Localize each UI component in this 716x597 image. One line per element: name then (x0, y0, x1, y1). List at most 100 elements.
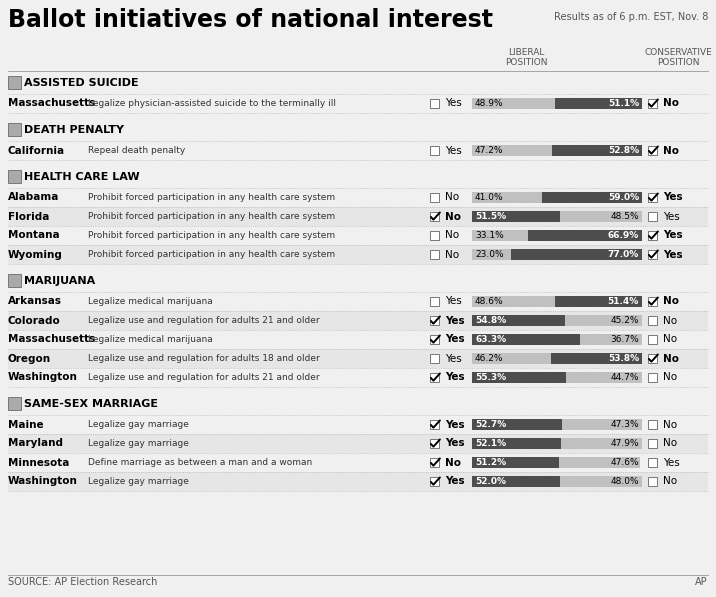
Text: Yes: Yes (663, 211, 679, 221)
Text: No: No (663, 334, 677, 344)
Text: 51.4%: 51.4% (608, 297, 639, 306)
Text: Yes: Yes (663, 457, 679, 467)
Bar (648, 231, 657, 240)
Text: Yes: Yes (445, 315, 465, 325)
Text: Wyoming: Wyoming (8, 250, 63, 260)
Bar (430, 316, 439, 325)
Text: 54.8%: 54.8% (475, 316, 506, 325)
Bar (555, 296, 642, 307)
Bar (472, 192, 542, 203)
Text: No: No (663, 99, 679, 109)
Text: 52.7%: 52.7% (475, 420, 506, 429)
Text: No: No (663, 315, 677, 325)
Text: 51.2%: 51.2% (475, 458, 506, 467)
Text: 47.2%: 47.2% (475, 146, 503, 155)
Text: 48.9%: 48.9% (475, 99, 503, 108)
Bar (472, 419, 561, 430)
Text: California: California (8, 146, 65, 155)
Text: LIBERAL
POSITION: LIBERAL POSITION (505, 48, 547, 67)
Text: SAME-SEX MARRIAGE: SAME-SEX MARRIAGE (24, 399, 158, 409)
Text: 51.1%: 51.1% (608, 99, 639, 108)
Bar (430, 231, 439, 240)
Text: Alabama: Alabama (8, 192, 59, 202)
Text: 48.5%: 48.5% (610, 212, 639, 221)
Bar (430, 354, 439, 363)
Text: Maryland: Maryland (8, 439, 63, 448)
Bar (8, 170, 21, 183)
Bar (648, 439, 657, 448)
Bar (8, 245, 708, 264)
Text: Massachusetts: Massachusetts (8, 99, 95, 109)
Text: Yes: Yes (445, 373, 465, 383)
Bar (555, 98, 642, 109)
Text: Yes: Yes (445, 297, 462, 306)
Text: Prohibit forced participation in any health care system: Prohibit forced participation in any hea… (88, 193, 335, 202)
Text: 51.5%: 51.5% (475, 212, 506, 221)
Bar (430, 250, 439, 259)
Text: No: No (663, 297, 679, 306)
Text: 53.8%: 53.8% (608, 354, 639, 363)
Bar (472, 476, 561, 487)
Text: Prohibit forced participation in any health care system: Prohibit forced participation in any hea… (88, 212, 335, 221)
Text: No: No (445, 457, 461, 467)
Text: No: No (663, 439, 677, 448)
Text: Legalize medical marijuana: Legalize medical marijuana (88, 297, 213, 306)
Bar (648, 297, 657, 306)
Text: Maine: Maine (8, 420, 44, 429)
Text: Define marriage as between a man and a woman: Define marriage as between a man and a w… (88, 458, 312, 467)
Text: No: No (445, 192, 459, 202)
Text: 52.8%: 52.8% (608, 146, 639, 155)
Text: Florida: Florida (8, 211, 49, 221)
Text: Results as of 6 p.m. EST, Nov. 8: Results as of 6 p.m. EST, Nov. 8 (553, 12, 708, 22)
Text: Washington: Washington (8, 373, 78, 383)
Text: Legalize gay marriage: Legalize gay marriage (88, 420, 189, 429)
Bar (430, 420, 439, 429)
Bar (648, 99, 657, 108)
Bar (430, 297, 439, 306)
Text: Legalize use and regulation for adults 21 and older: Legalize use and regulation for adults 2… (88, 373, 319, 382)
Bar (552, 145, 642, 156)
Text: Yes: Yes (663, 250, 682, 260)
Text: Prohibit forced participation in any health care system: Prohibit forced participation in any hea… (88, 231, 335, 240)
Bar (430, 146, 439, 155)
Bar (472, 296, 555, 307)
Text: Arkansas: Arkansas (8, 297, 62, 306)
Bar (580, 334, 642, 345)
Text: Yes: Yes (445, 146, 462, 155)
Bar (648, 354, 657, 363)
Bar (8, 434, 708, 453)
Bar (472, 315, 565, 326)
Text: 45.2%: 45.2% (611, 316, 639, 325)
Text: 46.2%: 46.2% (475, 354, 503, 363)
Bar (565, 315, 642, 326)
Bar (648, 316, 657, 325)
Text: Yes: Yes (445, 476, 465, 487)
Text: Repeal death penalty: Repeal death penalty (88, 146, 185, 155)
Bar (472, 211, 559, 222)
Text: Yes: Yes (445, 420, 465, 429)
Bar (8, 123, 21, 136)
Bar (8, 397, 21, 410)
Text: No: No (663, 373, 677, 383)
Text: Ballot initiatives of national interest: Ballot initiatives of national interest (8, 8, 493, 32)
Bar (648, 146, 657, 155)
Bar (8, 311, 708, 330)
Bar (561, 476, 642, 487)
Bar (648, 477, 657, 486)
Bar (430, 373, 439, 382)
Text: No: No (445, 230, 459, 241)
Bar (648, 373, 657, 382)
Text: 66.9%: 66.9% (608, 231, 639, 240)
Text: 55.3%: 55.3% (475, 373, 506, 382)
Bar (559, 457, 640, 468)
Bar (648, 458, 657, 467)
Text: No: No (663, 146, 679, 155)
Bar (430, 335, 439, 344)
Bar (8, 207, 708, 226)
Text: MARIJUANA: MARIJUANA (24, 276, 95, 286)
Text: No: No (445, 250, 459, 260)
Bar (511, 249, 642, 260)
Text: 41.0%: 41.0% (475, 193, 503, 202)
Text: Prohibit forced participation in any health care system: Prohibit forced participation in any hea… (88, 250, 335, 259)
Text: DEATH PENALTY: DEATH PENALTY (24, 125, 124, 135)
